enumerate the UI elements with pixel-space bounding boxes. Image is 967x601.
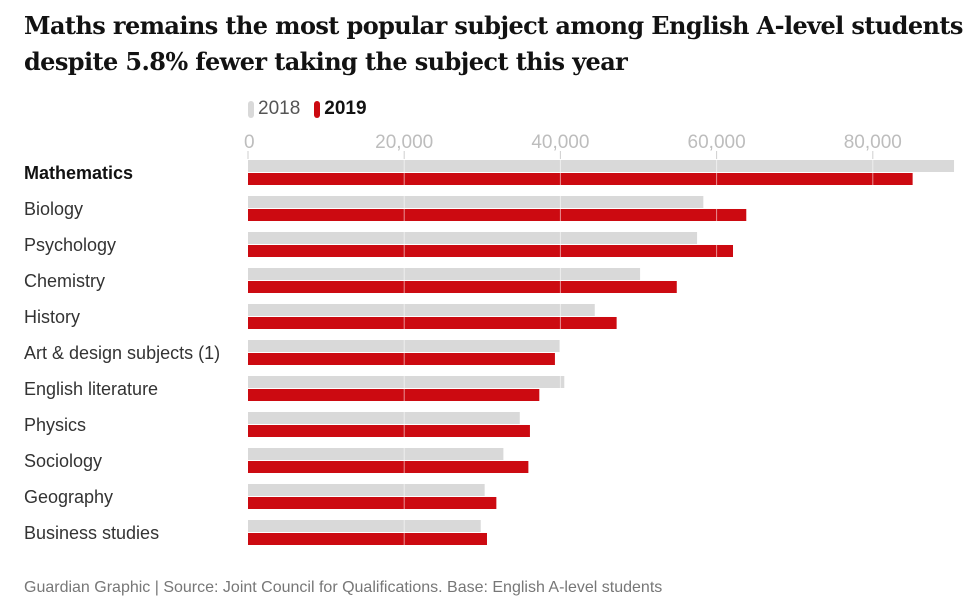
category-label: Geography xyxy=(24,487,113,507)
category-label: Business studies xyxy=(24,523,159,543)
bar-2018 xyxy=(248,232,698,244)
bar-2019 xyxy=(248,425,530,437)
category-labels: Mathematics Biology Psychology Chemistry His… xyxy=(24,163,220,543)
bar-2018 xyxy=(248,412,520,424)
bar-2019 xyxy=(248,317,617,329)
bar-2018 xyxy=(248,196,704,208)
legend-item-2018: 2018 xyxy=(248,98,300,120)
category-label: Physics xyxy=(24,415,86,435)
bar-2018 xyxy=(248,484,485,496)
legend-label-2018: 2018 xyxy=(258,98,301,119)
category-label: History xyxy=(24,307,80,327)
category-label: Art & design subjects (1) xyxy=(24,343,220,363)
category-label: Biology xyxy=(24,199,83,219)
chart-title: Maths remains the most popular subject a… xyxy=(24,11,963,76)
category-label: Chemistry xyxy=(24,271,105,291)
bar-2018 xyxy=(248,448,504,460)
source-footer: Guardian Graphic | Source: Joint Council… xyxy=(24,579,663,596)
bar-2018 xyxy=(248,160,955,172)
bar-2018 xyxy=(248,520,481,532)
legend-swatch-2019 xyxy=(314,100,321,118)
bar-2018 xyxy=(248,304,595,316)
bar-2019 xyxy=(248,209,747,221)
bars xyxy=(248,160,955,545)
x-tick-label: 40,000 xyxy=(531,132,589,153)
bar-2019 xyxy=(248,461,529,473)
legend: 2018 2019 xyxy=(248,98,381,120)
x-tick-label: 60,000 xyxy=(688,132,746,153)
bar-2019 xyxy=(248,245,734,257)
bar-2018 xyxy=(248,376,565,388)
gridlines xyxy=(403,159,874,545)
category-label: Psychology xyxy=(24,235,116,255)
bar-2019 xyxy=(248,533,487,545)
legend-swatch-2018 xyxy=(248,100,254,118)
legend-item-2019: 2019 xyxy=(314,98,367,120)
legend-label-2019: 2019 xyxy=(324,98,367,119)
bar-2019 xyxy=(248,389,540,401)
x-tick-label: 20,000 xyxy=(375,132,433,153)
bar-2019 xyxy=(248,353,555,365)
bar-2019 xyxy=(248,173,913,185)
bar-2019 xyxy=(248,497,497,509)
bar-2019 xyxy=(248,281,677,293)
x-axis: 0 20,000 40,000 60,000 80,000 xyxy=(244,132,902,159)
x-tick-label: 0 xyxy=(244,132,255,153)
bar-2018 xyxy=(248,268,641,280)
category-label: Mathematics xyxy=(24,163,133,183)
category-label: Sociology xyxy=(24,451,102,471)
x-tick-label: 80,000 xyxy=(844,132,902,153)
category-label: English literature xyxy=(24,379,158,399)
